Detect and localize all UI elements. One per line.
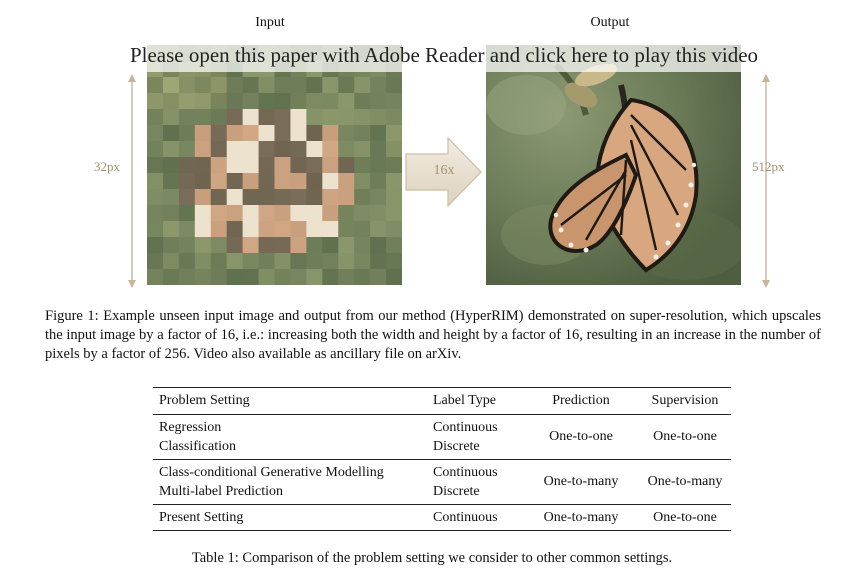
output-panel-title: Output: [590, 15, 630, 30]
header-label-type: Label Type: [433, 393, 496, 408]
prediction-cell: One-to-many: [543, 474, 619, 489]
output-height-arrow: [762, 74, 770, 288]
input-image: [147, 45, 402, 285]
label-type-text: Continuous: [433, 420, 498, 435]
table-header-row: Problem Setting Label Type Prediction Su…: [153, 387, 731, 415]
label-type-cell: Continuous Discrete: [427, 460, 523, 505]
label-type-text: Discrete: [433, 439, 480, 454]
label-type-cell: Continuous Discrete: [427, 415, 523, 460]
upscale-arrow: [405, 136, 482, 208]
input-height-arrow: [128, 74, 136, 288]
prediction-cell: One-to-many: [543, 509, 619, 525]
table-row: Present Setting Continuous One-to-many O…: [153, 505, 731, 531]
input-panel-title: Input: [255, 15, 285, 30]
setting-text: Class-conditional Generative Modelling: [159, 465, 384, 480]
input-size-label: 32px: [94, 159, 120, 174]
output-image: [486, 45, 741, 285]
play-video-link[interactable]: Please open this paper with Adobe Reader…: [129, 43, 759, 67]
header-supervision: Supervision: [651, 393, 719, 408]
setting-cell: Regression Classification: [153, 415, 427, 460]
comparison-table: Problem Setting Label Type Prediction Su…: [153, 387, 731, 531]
label-type-cell: Continuous: [433, 509, 498, 525]
figure-caption: Figure 1: Example unseen input image and…: [45, 308, 821, 362]
table-row: Class-conditional Generative Modelling M…: [153, 460, 731, 505]
label-type-text: Continuous: [433, 465, 498, 480]
supervision-cell: One-to-one: [653, 429, 717, 444]
prediction-cell: One-to-one: [549, 429, 613, 444]
header-problem-setting: Problem Setting: [159, 393, 250, 408]
setting-text: Classification: [159, 439, 236, 454]
label-type-text: Discrete: [433, 484, 480, 499]
supervision-cell: One-to-many: [647, 474, 723, 489]
output-size-label: 512px: [752, 159, 785, 174]
scale-label: 16x: [433, 163, 455, 178]
setting-text: Regression: [159, 420, 222, 435]
table-row: Regression Classification Continuous Dis…: [153, 415, 731, 460]
setting-cell: Present Setting: [159, 509, 244, 525]
supervision-cell: One-to-one: [653, 509, 717, 525]
video-banner: [100, 38, 786, 72]
header-prediction: Prediction: [552, 393, 610, 408]
setting-text: Multi-label Prediction: [159, 484, 284, 499]
table-caption: Table 1: Comparison of the problem setti…: [191, 550, 673, 566]
setting-cell: Class-conditional Generative Modelling M…: [153, 460, 427, 505]
